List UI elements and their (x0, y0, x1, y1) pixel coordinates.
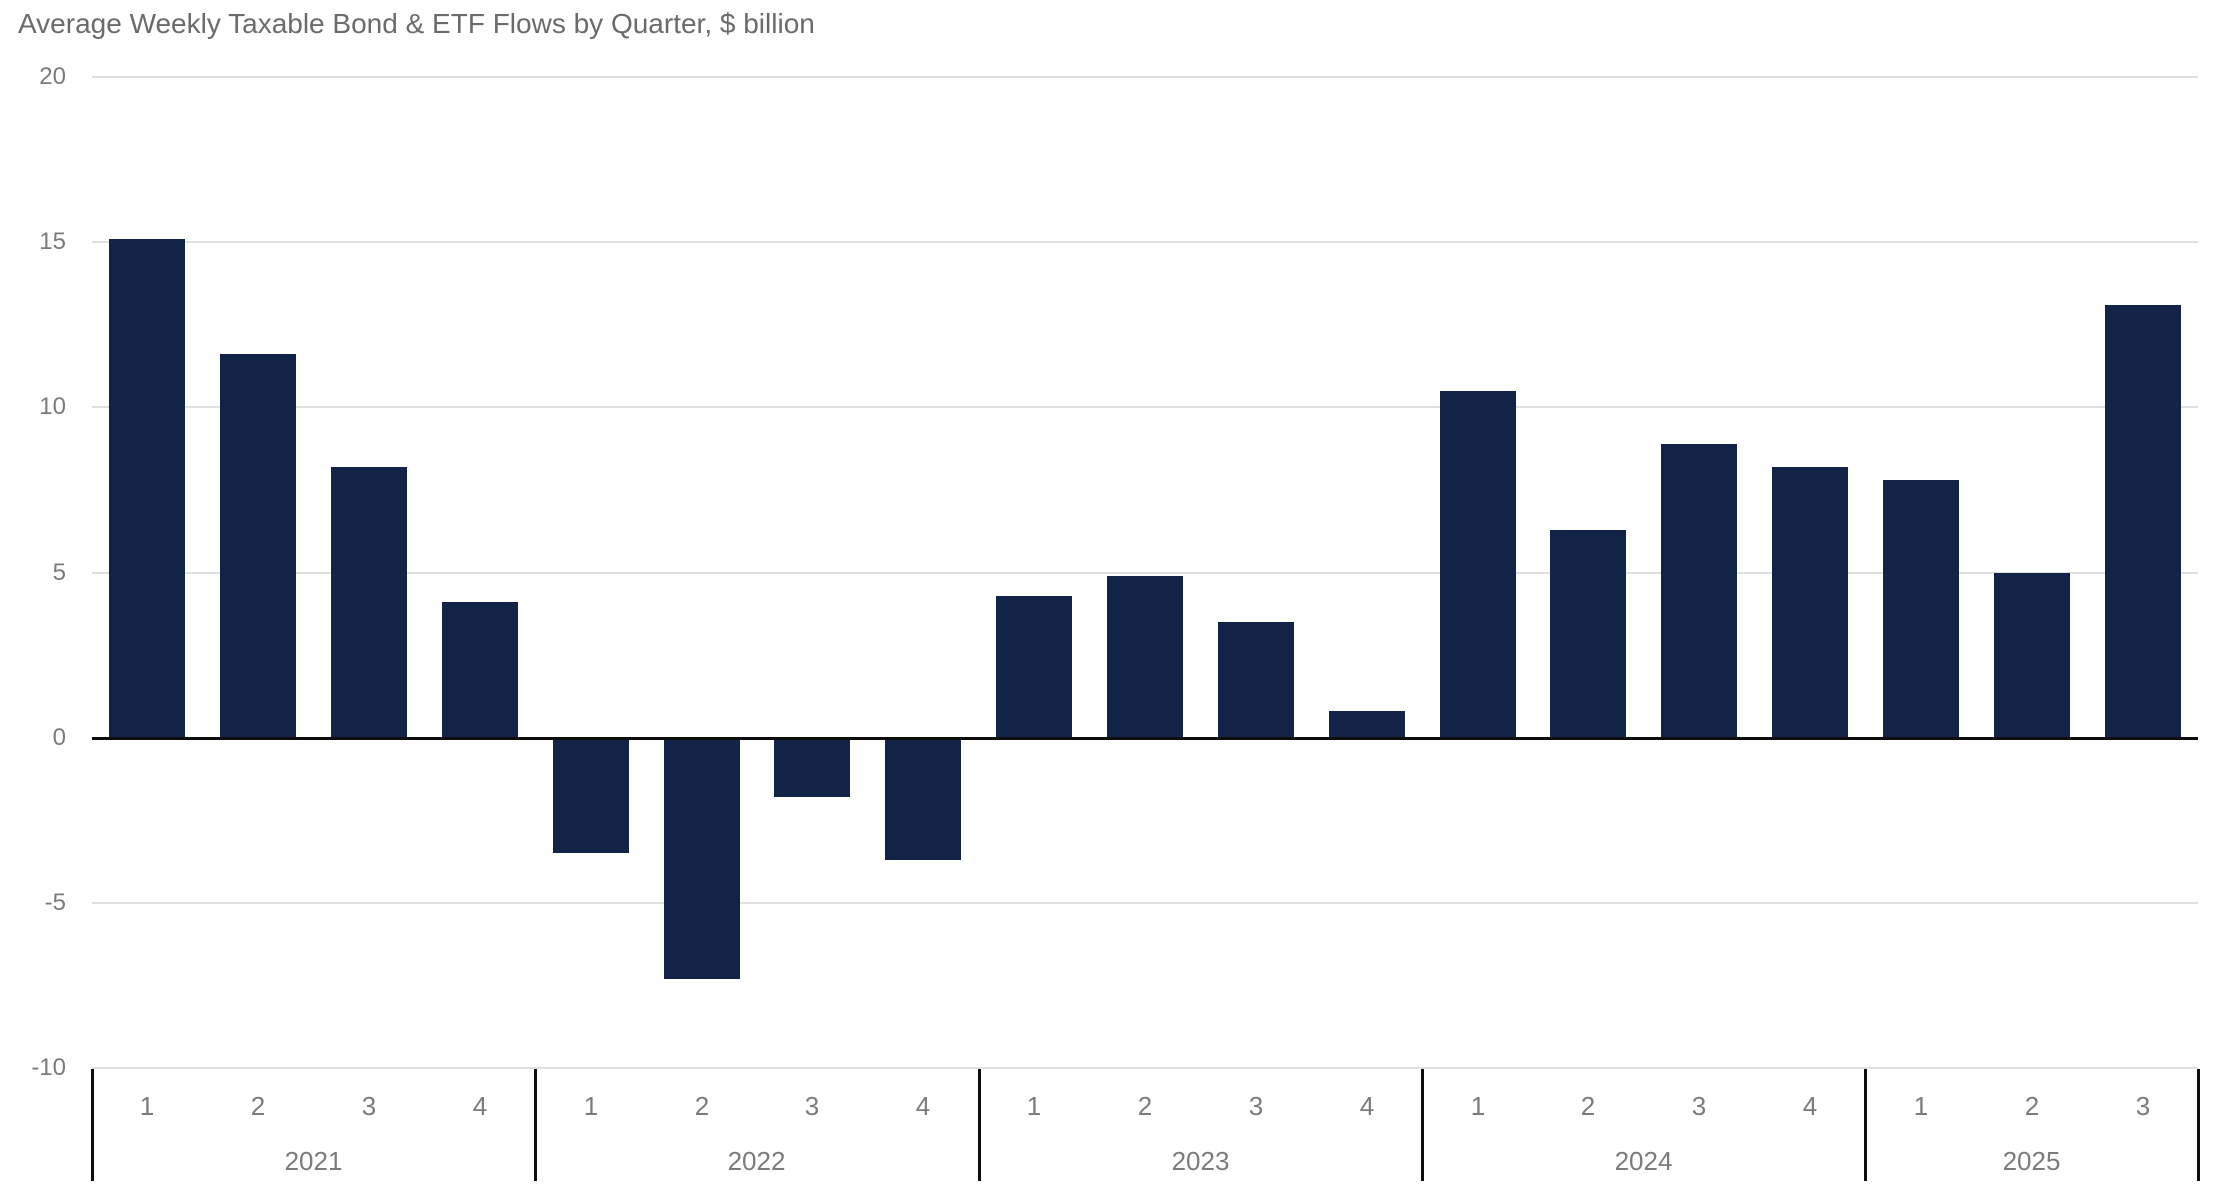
bar-2023-q1 (996, 596, 1072, 738)
bar-2025-q2 (1994, 573, 2070, 738)
y-axis-tick-label: -10 (31, 1054, 66, 1081)
x-axis-quarter-label: 3 (361, 1091, 377, 1121)
bar-2022-q1 (553, 738, 629, 853)
year-separator (2197, 1069, 2200, 1181)
x-axis-quarter-label: 2 (694, 1091, 710, 1121)
gridline (92, 1067, 2198, 1069)
bar-2022-q4 (885, 738, 961, 860)
bar-2023-q4 (1329, 711, 1405, 738)
x-axis-quarter-label: 2 (2024, 1091, 2040, 1121)
x-axis-year-label: 2021 (284, 1146, 343, 1176)
y-axis-tick-label: 5 (52, 559, 66, 586)
x-axis-quarter-label: 3 (1248, 1091, 1264, 1121)
bar-2025-q3 (2105, 305, 2181, 738)
bar-2022-q2 (664, 738, 740, 979)
x-axis-year-label: 2022 (727, 1146, 786, 1176)
x-axis-quarter-label: 3 (1691, 1091, 1707, 1121)
x-axis-quarter-label: 4 (472, 1091, 488, 1121)
x-axis-quarter-label: 4 (1802, 1091, 1818, 1121)
gridline (92, 241, 2198, 243)
x-axis-quarter-label: 4 (1359, 1091, 1375, 1121)
x-axis-quarter-label: 2 (1137, 1091, 1153, 1121)
x-axis-quarter-label: 1 (139, 1091, 155, 1121)
x-axis-quarter-label: 2 (250, 1091, 266, 1121)
year-separator (1421, 1069, 1424, 1181)
gridline (92, 572, 2198, 574)
y-axis-tick-label: 20 (39, 63, 66, 90)
bar-2021-q4 (442, 602, 518, 738)
x-axis-quarter-label: 3 (804, 1091, 820, 1121)
zero-axis-line (92, 737, 2198, 740)
bar-2024-q4 (1772, 467, 1848, 738)
y-axis-tick-label: -5 (44, 889, 66, 916)
bar-2023-q2 (1107, 576, 1183, 738)
bar-2025-q1 (1883, 480, 1959, 738)
bar-2021-q1 (109, 239, 185, 738)
gridline (92, 406, 2198, 408)
x-axis-quarter-label: 3 (2135, 1091, 2151, 1121)
x-axis-quarter-label: 1 (1470, 1091, 1486, 1121)
y-axis-tick-label: 15 (39, 228, 66, 255)
bar-2023-q3 (1218, 622, 1294, 738)
x-axis-year-label: 2023 (1171, 1146, 1230, 1176)
x-axis-quarter-label: 2 (1580, 1091, 1596, 1121)
x-axis-year-label: 2025 (2002, 1146, 2061, 1176)
year-separator (91, 1069, 94, 1181)
year-separator (978, 1069, 981, 1181)
y-axis-tick-label: 10 (39, 393, 66, 420)
x-axis-quarter-label: 1 (1913, 1091, 1929, 1121)
bar-2024-q3 (1661, 444, 1737, 738)
bar-2021-q3 (331, 467, 407, 738)
year-separator (534, 1069, 537, 1181)
gridline (92, 76, 2198, 78)
year-separator (1864, 1069, 1867, 1181)
x-axis-quarter-label: 1 (583, 1091, 599, 1121)
gridline (92, 902, 2198, 904)
bar-2024-q2 (1550, 530, 1626, 738)
x-axis-quarter-label: 4 (915, 1091, 931, 1121)
y-axis-tick-label: 0 (52, 724, 66, 751)
x-axis-quarter-label: 1 (1026, 1091, 1042, 1121)
bar-2024-q1 (1440, 391, 1516, 738)
chart-title: Average Weekly Taxable Bond & ETF Flows … (18, 8, 815, 39)
bar-2021-q2 (220, 354, 296, 738)
x-axis-year-label: 2024 (1614, 1146, 1673, 1176)
bar-2022-q3 (774, 738, 850, 797)
